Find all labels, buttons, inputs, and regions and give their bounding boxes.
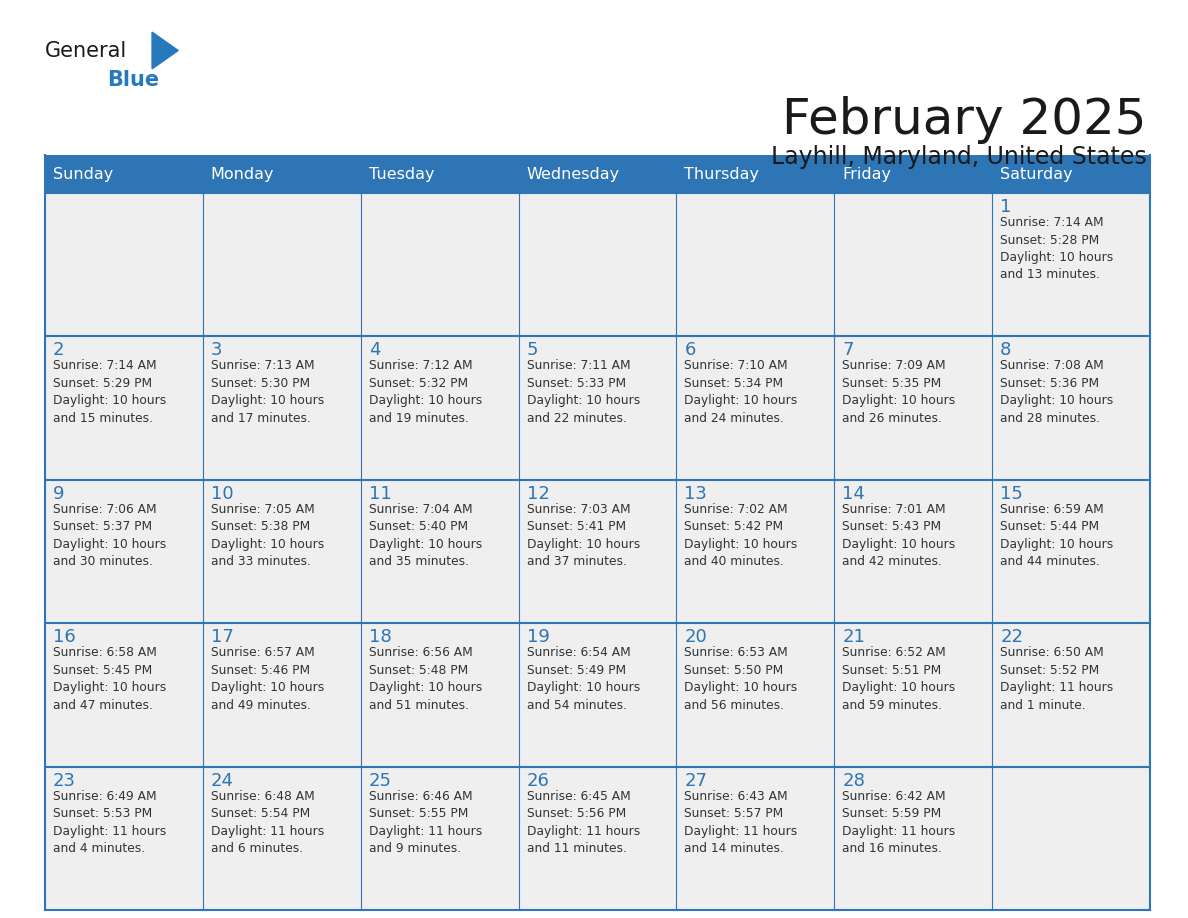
Text: Sunrise: 6:58 AM
Sunset: 5:45 PM
Daylight: 10 hours
and 47 minutes.: Sunrise: 6:58 AM Sunset: 5:45 PM Dayligh… [53, 646, 166, 711]
Text: 1: 1 [1000, 198, 1011, 216]
Text: Sunrise: 6:57 AM
Sunset: 5:46 PM
Daylight: 10 hours
and 49 minutes.: Sunrise: 6:57 AM Sunset: 5:46 PM Dayligh… [210, 646, 324, 711]
Text: 3: 3 [210, 341, 222, 360]
Text: Saturday: Saturday [1000, 166, 1073, 182]
Text: 11: 11 [368, 485, 392, 503]
Text: 14: 14 [842, 485, 865, 503]
Text: Sunrise: 7:10 AM
Sunset: 5:34 PM
Daylight: 10 hours
and 24 minutes.: Sunrise: 7:10 AM Sunset: 5:34 PM Dayligh… [684, 360, 797, 425]
Text: 20: 20 [684, 628, 707, 646]
Text: 18: 18 [368, 628, 392, 646]
Text: Sunrise: 7:08 AM
Sunset: 5:36 PM
Daylight: 10 hours
and 28 minutes.: Sunrise: 7:08 AM Sunset: 5:36 PM Dayligh… [1000, 360, 1113, 425]
Text: Sunrise: 6:46 AM
Sunset: 5:55 PM
Daylight: 11 hours
and 9 minutes.: Sunrise: 6:46 AM Sunset: 5:55 PM Dayligh… [368, 789, 482, 855]
Text: Sunrise: 6:54 AM
Sunset: 5:49 PM
Daylight: 10 hours
and 54 minutes.: Sunrise: 6:54 AM Sunset: 5:49 PM Dayligh… [526, 646, 640, 711]
Text: Sunrise: 6:53 AM
Sunset: 5:50 PM
Daylight: 10 hours
and 56 minutes.: Sunrise: 6:53 AM Sunset: 5:50 PM Dayligh… [684, 646, 797, 711]
Text: Sunrise: 7:14 AM
Sunset: 5:28 PM
Daylight: 10 hours
and 13 minutes.: Sunrise: 7:14 AM Sunset: 5:28 PM Dayligh… [1000, 216, 1113, 282]
Text: Layhill, Maryland, United States: Layhill, Maryland, United States [771, 145, 1146, 169]
Text: 22: 22 [1000, 628, 1023, 646]
Text: 9: 9 [53, 485, 64, 503]
Text: Sunrise: 6:45 AM
Sunset: 5:56 PM
Daylight: 11 hours
and 11 minutes.: Sunrise: 6:45 AM Sunset: 5:56 PM Dayligh… [526, 789, 640, 855]
Text: Sunrise: 7:04 AM
Sunset: 5:40 PM
Daylight: 10 hours
and 35 minutes.: Sunrise: 7:04 AM Sunset: 5:40 PM Dayligh… [368, 503, 482, 568]
Text: Friday: Friday [842, 166, 891, 182]
Text: Monday: Monday [210, 166, 274, 182]
Text: Blue: Blue [107, 70, 159, 90]
Text: Sunrise: 6:50 AM
Sunset: 5:52 PM
Daylight: 11 hours
and 1 minute.: Sunrise: 6:50 AM Sunset: 5:52 PM Dayligh… [1000, 646, 1113, 711]
Text: Sunrise: 7:11 AM
Sunset: 5:33 PM
Daylight: 10 hours
and 22 minutes.: Sunrise: 7:11 AM Sunset: 5:33 PM Dayligh… [526, 360, 640, 425]
Text: 25: 25 [368, 772, 392, 789]
Text: Sunrise: 7:13 AM
Sunset: 5:30 PM
Daylight: 10 hours
and 17 minutes.: Sunrise: 7:13 AM Sunset: 5:30 PM Dayligh… [210, 360, 324, 425]
Text: Sunrise: 7:05 AM
Sunset: 5:38 PM
Daylight: 10 hours
and 33 minutes.: Sunrise: 7:05 AM Sunset: 5:38 PM Dayligh… [210, 503, 324, 568]
Text: 24: 24 [210, 772, 234, 789]
Text: 7: 7 [842, 341, 854, 360]
Text: 21: 21 [842, 628, 865, 646]
Text: Sunrise: 6:49 AM
Sunset: 5:53 PM
Daylight: 11 hours
and 4 minutes.: Sunrise: 6:49 AM Sunset: 5:53 PM Dayligh… [53, 789, 166, 855]
Text: Sunrise: 7:03 AM
Sunset: 5:41 PM
Daylight: 10 hours
and 37 minutes.: Sunrise: 7:03 AM Sunset: 5:41 PM Dayligh… [526, 503, 640, 568]
Text: 2: 2 [53, 341, 64, 360]
Text: Thursday: Thursday [684, 166, 759, 182]
Text: Sunrise: 7:06 AM
Sunset: 5:37 PM
Daylight: 10 hours
and 30 minutes.: Sunrise: 7:06 AM Sunset: 5:37 PM Dayligh… [53, 503, 166, 568]
Text: 23: 23 [53, 772, 76, 789]
Text: 5: 5 [526, 341, 538, 360]
Text: Sunrise: 7:09 AM
Sunset: 5:35 PM
Daylight: 10 hours
and 26 minutes.: Sunrise: 7:09 AM Sunset: 5:35 PM Dayligh… [842, 360, 955, 425]
Text: 8: 8 [1000, 341, 1011, 360]
Text: 10: 10 [210, 485, 234, 503]
Text: 16: 16 [53, 628, 76, 646]
Text: 17: 17 [210, 628, 234, 646]
Text: Sunrise: 6:43 AM
Sunset: 5:57 PM
Daylight: 11 hours
and 14 minutes.: Sunrise: 6:43 AM Sunset: 5:57 PM Dayligh… [684, 789, 797, 855]
Text: Sunrise: 6:52 AM
Sunset: 5:51 PM
Daylight: 10 hours
and 59 minutes.: Sunrise: 6:52 AM Sunset: 5:51 PM Dayligh… [842, 646, 955, 711]
Text: Sunrise: 6:42 AM
Sunset: 5:59 PM
Daylight: 11 hours
and 16 minutes.: Sunrise: 6:42 AM Sunset: 5:59 PM Dayligh… [842, 789, 955, 855]
Text: 27: 27 [684, 772, 707, 789]
Text: 28: 28 [842, 772, 865, 789]
Text: Sunday: Sunday [53, 166, 113, 182]
Text: Tuesday: Tuesday [368, 166, 435, 182]
Text: Wednesday: Wednesday [526, 166, 620, 182]
Text: 6: 6 [684, 341, 696, 360]
Text: Sunrise: 6:56 AM
Sunset: 5:48 PM
Daylight: 10 hours
and 51 minutes.: Sunrise: 6:56 AM Sunset: 5:48 PM Dayligh… [368, 646, 482, 711]
Text: February 2025: February 2025 [782, 96, 1146, 144]
Text: 12: 12 [526, 485, 549, 503]
Text: 26: 26 [526, 772, 549, 789]
Text: Sunrise: 6:48 AM
Sunset: 5:54 PM
Daylight: 11 hours
and 6 minutes.: Sunrise: 6:48 AM Sunset: 5:54 PM Dayligh… [210, 789, 324, 855]
Text: General: General [45, 41, 127, 62]
Text: 13: 13 [684, 485, 707, 503]
Text: Sunrise: 7:12 AM
Sunset: 5:32 PM
Daylight: 10 hours
and 19 minutes.: Sunrise: 7:12 AM Sunset: 5:32 PM Dayligh… [368, 360, 482, 425]
Text: 19: 19 [526, 628, 549, 646]
Text: Sunrise: 7:14 AM
Sunset: 5:29 PM
Daylight: 10 hours
and 15 minutes.: Sunrise: 7:14 AM Sunset: 5:29 PM Dayligh… [53, 360, 166, 425]
Text: Sunrise: 6:59 AM
Sunset: 5:44 PM
Daylight: 10 hours
and 44 minutes.: Sunrise: 6:59 AM Sunset: 5:44 PM Dayligh… [1000, 503, 1113, 568]
Text: 15: 15 [1000, 485, 1023, 503]
Text: Sunrise: 7:02 AM
Sunset: 5:42 PM
Daylight: 10 hours
and 40 minutes.: Sunrise: 7:02 AM Sunset: 5:42 PM Dayligh… [684, 503, 797, 568]
Text: 4: 4 [368, 341, 380, 360]
Text: Sunrise: 7:01 AM
Sunset: 5:43 PM
Daylight: 10 hours
and 42 minutes.: Sunrise: 7:01 AM Sunset: 5:43 PM Dayligh… [842, 503, 955, 568]
